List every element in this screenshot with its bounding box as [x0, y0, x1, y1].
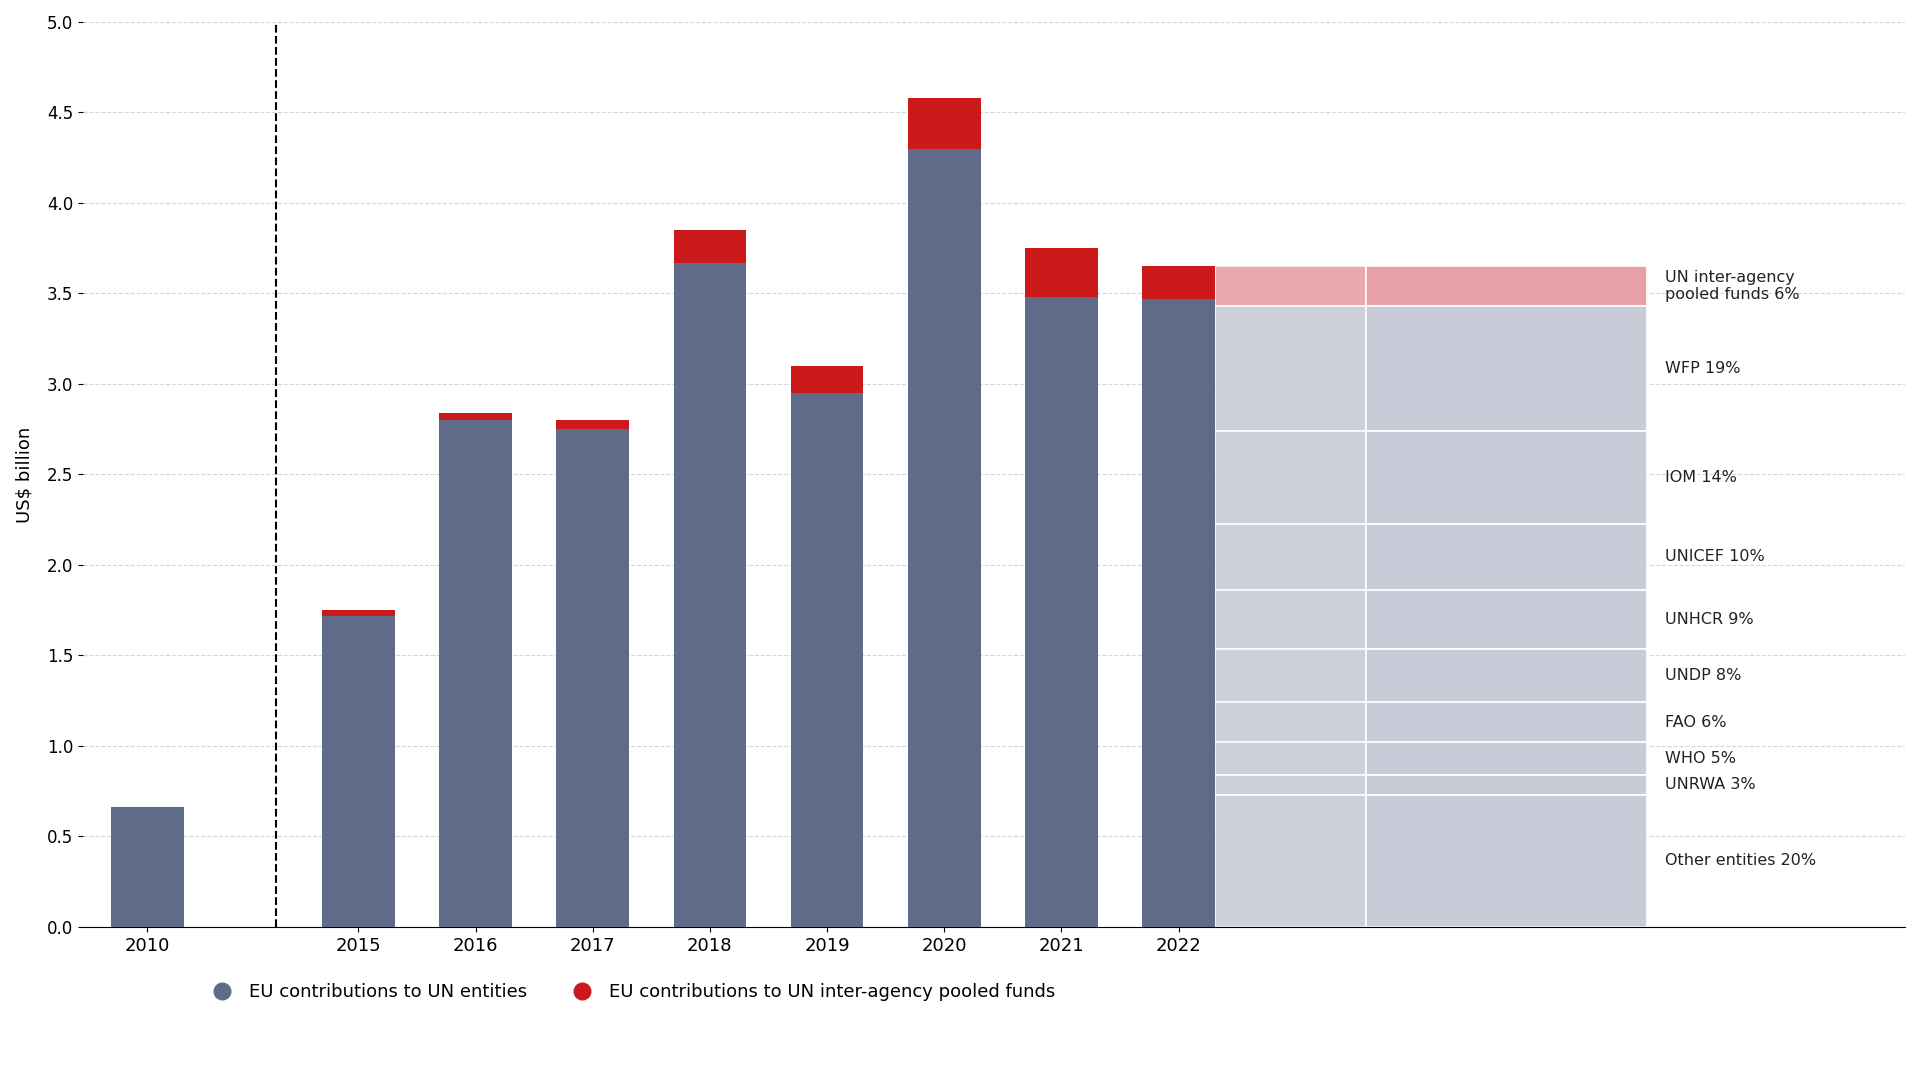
Bar	[908, 98, 981, 149]
Bar	[1365, 795, 1647, 926]
Polygon shape	[1215, 524, 1365, 590]
Polygon shape	[1215, 266, 1365, 306]
Bar	[1025, 249, 1098, 297]
Bar	[1365, 775, 1647, 795]
Bar	[1365, 306, 1647, 431]
Bar	[908, 149, 981, 926]
Bar	[1365, 742, 1647, 775]
Text: Other entities 20%: Other entities 20%	[1665, 853, 1816, 868]
Bar	[1365, 266, 1647, 306]
Text: UNDP 8%: UNDP 8%	[1665, 668, 1741, 683]
Bar	[557, 421, 630, 429]
Legend: EU contributions to UN entities, EU contributions to UN inter-agency pooled fund: EU contributions to UN entities, EU cont…	[198, 976, 1062, 1009]
Bar	[1025, 297, 1098, 926]
Text: UNHCR 9%: UNHCR 9%	[1665, 612, 1753, 627]
Polygon shape	[1215, 650, 1365, 703]
Polygon shape	[1215, 431, 1365, 524]
Bar	[323, 616, 396, 926]
Bar	[1365, 650, 1647, 703]
Bar	[1142, 299, 1215, 926]
Polygon shape	[1215, 795, 1365, 926]
Polygon shape	[1215, 742, 1365, 775]
Bar	[791, 365, 864, 393]
Bar	[323, 610, 396, 616]
Text: UN inter-agency
pooled funds 6%: UN inter-agency pooled funds 6%	[1665, 270, 1799, 303]
Bar	[1365, 431, 1647, 524]
Bar	[1142, 266, 1215, 299]
Polygon shape	[1215, 306, 1365, 431]
Bar	[557, 429, 630, 926]
Bar	[1365, 590, 1647, 650]
Bar	[440, 421, 513, 926]
Bar	[440, 413, 513, 421]
Text: FAO 6%: FAO 6%	[1665, 715, 1726, 730]
Bar	[1365, 524, 1647, 590]
Bar	[674, 230, 747, 263]
Y-axis label: US$ billion: US$ billion	[15, 426, 33, 522]
Polygon shape	[1215, 775, 1365, 795]
Text: WHO 5%: WHO 5%	[1665, 751, 1736, 766]
Text: IOM 14%: IOM 14%	[1665, 470, 1738, 485]
Text: UNRWA 3%: UNRWA 3%	[1665, 777, 1755, 792]
Bar	[674, 263, 747, 926]
Bar	[111, 808, 184, 926]
Bar	[791, 393, 864, 926]
Polygon shape	[1215, 703, 1365, 742]
Polygon shape	[1215, 590, 1365, 650]
Text: WFP 19%: WFP 19%	[1665, 361, 1740, 376]
Text: UNICEF 10%: UNICEF 10%	[1665, 549, 1764, 564]
Bar	[1365, 703, 1647, 742]
